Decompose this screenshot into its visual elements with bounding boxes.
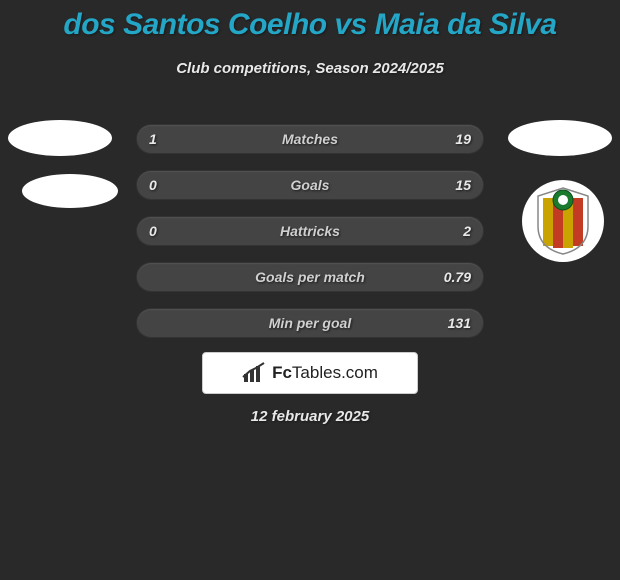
stat-row-matches: 1 Matches 19 [136,124,484,154]
date-label: 12 february 2025 [0,408,620,425]
stat-row-goals: 0 Goals 15 [136,170,484,200]
logo-text-bold: Fc [272,363,292,382]
player1-name: dos Santos Coelho [63,8,326,41]
vs-connector: vs [334,8,366,41]
logo-text-rest: Tables.com [292,363,378,382]
logo-text: FcTables.com [272,363,378,383]
stat-label: Goals per match [255,269,365,285]
stat-label: Hattricks [280,223,340,239]
player1-avatar [8,120,112,156]
stat-left-value: 0 [149,177,157,193]
player2-club-badge [522,180,604,262]
stat-label: Min per goal [269,315,351,331]
stat-right-value: 0.79 [444,269,471,285]
player2-avatar [508,120,612,156]
subtitle: Club competitions, Season 2024/2025 [0,60,620,77]
stat-right-value: 2 [463,223,471,239]
stat-label: Goals [291,177,330,193]
player1-club-avatar [22,174,118,208]
stat-left-value: 0 [149,223,157,239]
stat-row-hattricks: 0 Hattricks 2 [136,216,484,246]
stat-left-value: 1 [149,131,157,147]
stat-right-value: 15 [455,177,471,193]
stats-rows: 1 Matches 19 0 Goals 15 0 Hattricks 2 Go… [136,124,484,354]
page-title: dos Santos Coelho vs Maia da Silva [0,0,620,42]
player2-name: Maia da Silva [375,8,557,41]
stat-right-value: 19 [455,131,471,147]
stat-row-min-per-goal: Min per goal 131 [136,308,484,338]
bar-chart-icon [242,362,268,384]
stat-right-value: 131 [448,315,471,331]
fctables-logo[interactable]: FcTables.com [202,352,418,394]
stat-row-goals-per-match: Goals per match 0.79 [136,262,484,292]
stat-label: Matches [282,131,338,147]
